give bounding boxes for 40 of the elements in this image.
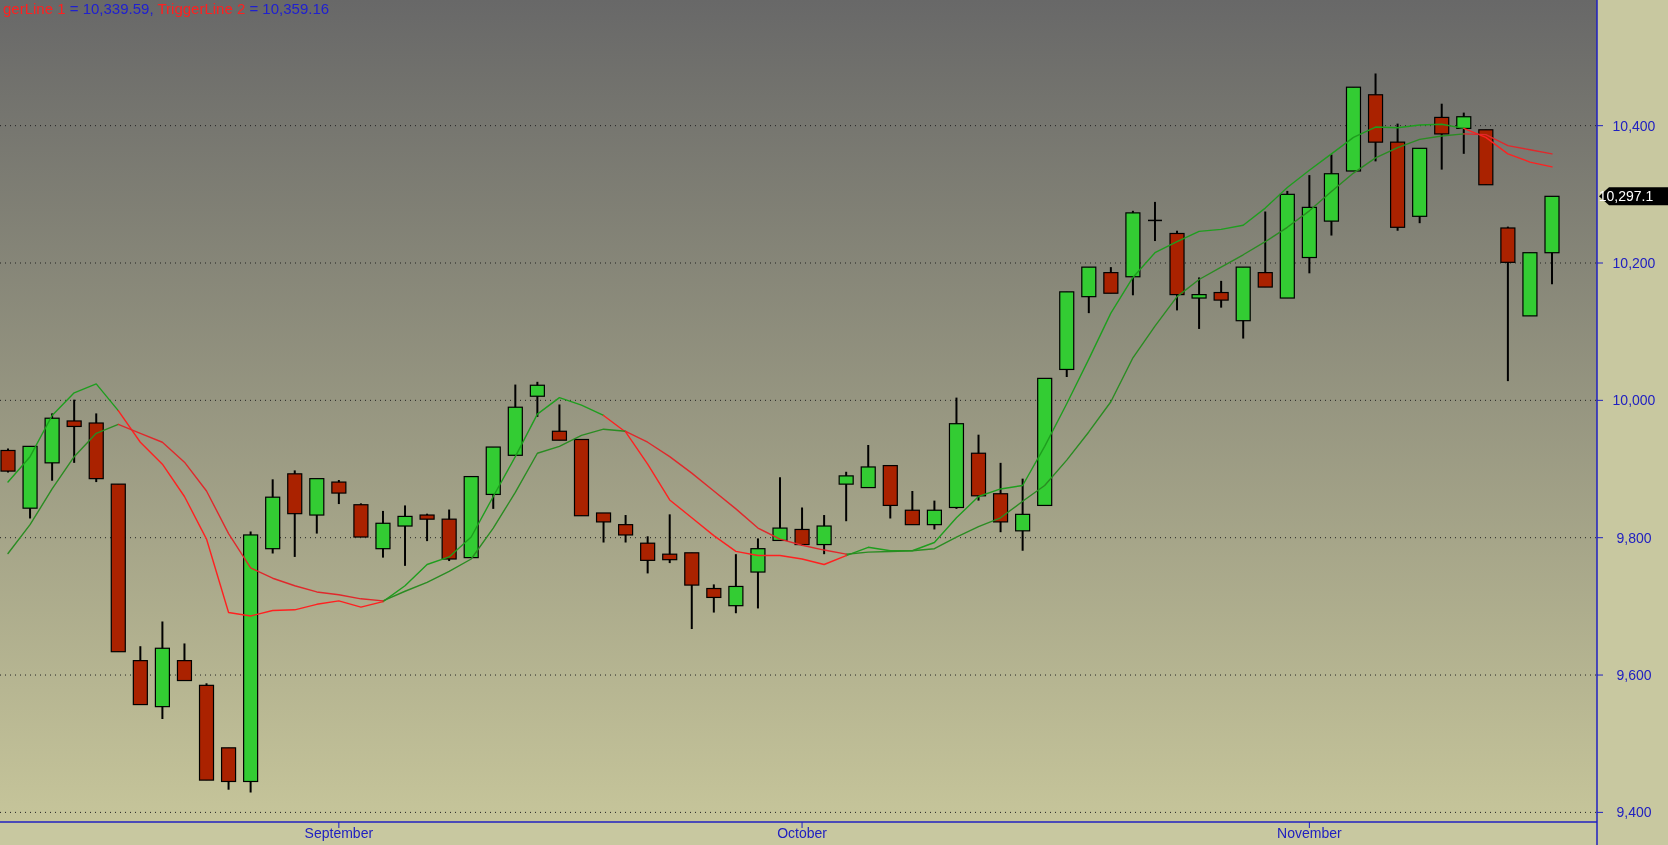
- candlestick: [926, 499, 942, 531]
- y-tick-label: 9,400: [1616, 804, 1652, 821]
- candlestick: [551, 403, 568, 442]
- y-tick-label: 10,200: [1612, 254, 1656, 271]
- candlestick: [0, 447, 16, 474]
- candlestick: [816, 514, 832, 556]
- candlestick: [1015, 477, 1031, 552]
- y-tick-label: 10,000: [1612, 392, 1656, 409]
- x-tick-label: November: [1277, 825, 1342, 841]
- x-tick-label: September: [304, 825, 374, 841]
- candlestick: [706, 583, 722, 614]
- candlestick: [176, 642, 193, 682]
- y-tick-label: 9,600: [1616, 666, 1652, 683]
- candlestick: [728, 553, 744, 615]
- candlestick: [662, 513, 678, 565]
- x-tick-label: October: [777, 825, 828, 841]
- candlestick: [419, 512, 435, 543]
- candlestick: [1456, 111, 1472, 155]
- candlestick: [904, 490, 920, 526]
- candlestick: [1191, 276, 1207, 330]
- candlestick: [1434, 102, 1450, 171]
- candlestick: [794, 506, 810, 547]
- y-tick-label: 9,800: [1616, 529, 1652, 546]
- y-tick-label: 10,400: [1612, 117, 1656, 134]
- candlestick: [1103, 266, 1119, 295]
- candlestick: [529, 380, 545, 418]
- candlestick: [66, 398, 82, 464]
- candlestick: [750, 537, 766, 610]
- candlestick: [860, 443, 876, 489]
- candlestick: [1257, 210, 1273, 289]
- candlestick: [838, 470, 854, 523]
- candlestick: [772, 476, 788, 542]
- candlestick: [618, 514, 634, 544]
- chart-title: gerLine 1 = 10,339.59, TriggerLine 2 = 10,359.16: [3, 0, 330, 17]
- candlestick: [331, 479, 347, 506]
- text: 10,297.1: [1598, 188, 1654, 205]
- candlestick: [397, 504, 413, 567]
- candlestick: [1213, 279, 1229, 309]
- candlestick: [595, 511, 612, 544]
- candlestick: [640, 535, 656, 575]
